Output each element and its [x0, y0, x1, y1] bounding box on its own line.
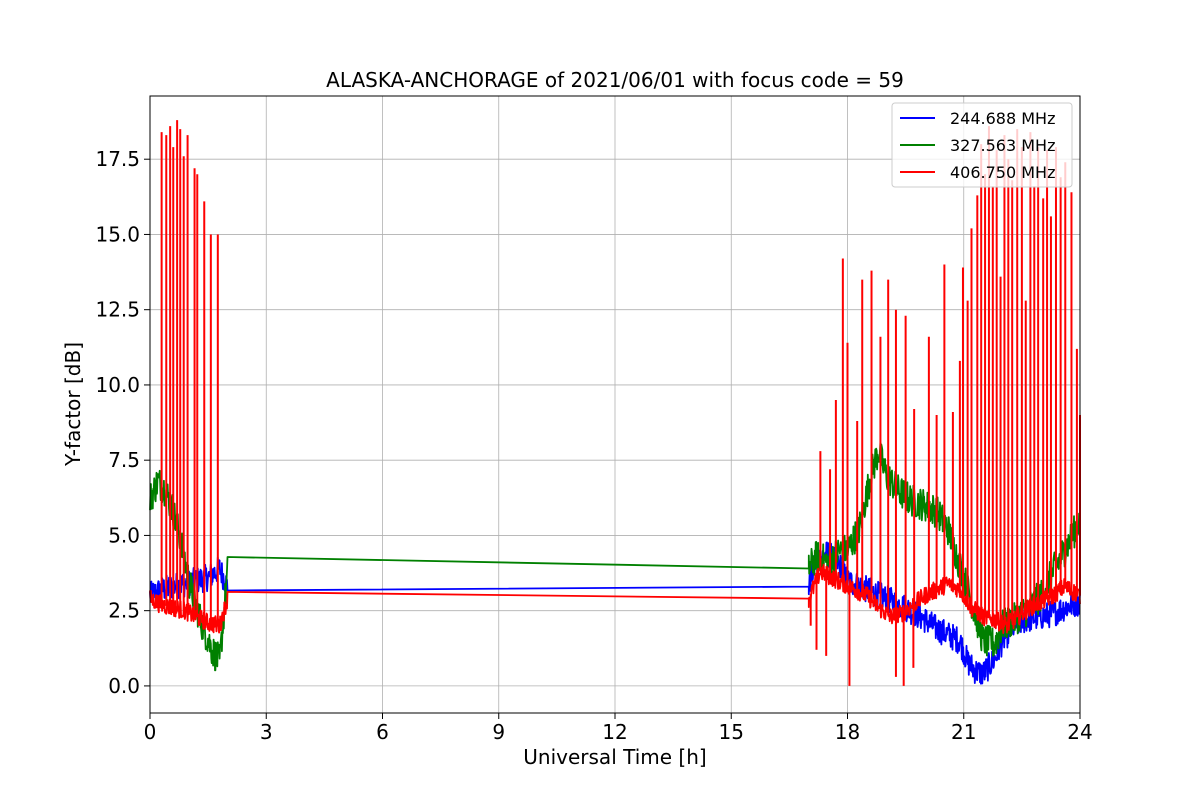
x-tick-label: 12	[602, 720, 627, 744]
y-tick-label: 15.0	[95, 222, 140, 246]
y-tick-label: 12.5	[95, 298, 140, 322]
x-tick-label: 24	[1067, 720, 1092, 744]
legend: 244.688 MHz 327.563 MHz 406.750 MHz	[891, 102, 1073, 188]
y-tick-label: 2.5	[108, 599, 140, 623]
legend-box	[891, 102, 1073, 188]
y-tick-label: 0.0	[108, 674, 140, 698]
x-tick-label: 0	[144, 720, 157, 744]
x-axis-label: Universal Time [h]	[523, 745, 706, 769]
x-tick-label: 21	[951, 720, 976, 744]
x-tick-label: 3	[260, 720, 273, 744]
y-tick-label: 10.0	[95, 373, 140, 397]
y-tick-label: 5.0	[108, 523, 140, 547]
y-tick-label: 7.5	[108, 448, 140, 472]
legend-label-1: 244.688 MHz	[950, 109, 1055, 128]
legend-label-3: 406.750 MHz	[950, 163, 1055, 182]
legend-label-2: 327.563 MHz	[950, 136, 1055, 155]
series-lines	[149, 120, 1081, 686]
y-tick-label: 17.5	[95, 147, 140, 171]
x-tick-label: 6	[376, 720, 389, 744]
x-tick-label: 18	[835, 720, 860, 744]
x-tick-label: 9	[492, 720, 505, 744]
y-axis-label: Y-factor [dB]	[61, 342, 85, 467]
axis-ticks: 0 3 6 9 12 15 18 21 24 0.0 2.5 5.0 7.5 10.0 12.5 15.0 17…	[95, 147, 1092, 744]
grid-lines	[149, 96, 1081, 713]
x-tick-label: 15	[719, 720, 744, 744]
chart-title: ALASKA-ANCHORAGE of 2021/06/01 with focu…	[326, 68, 904, 92]
